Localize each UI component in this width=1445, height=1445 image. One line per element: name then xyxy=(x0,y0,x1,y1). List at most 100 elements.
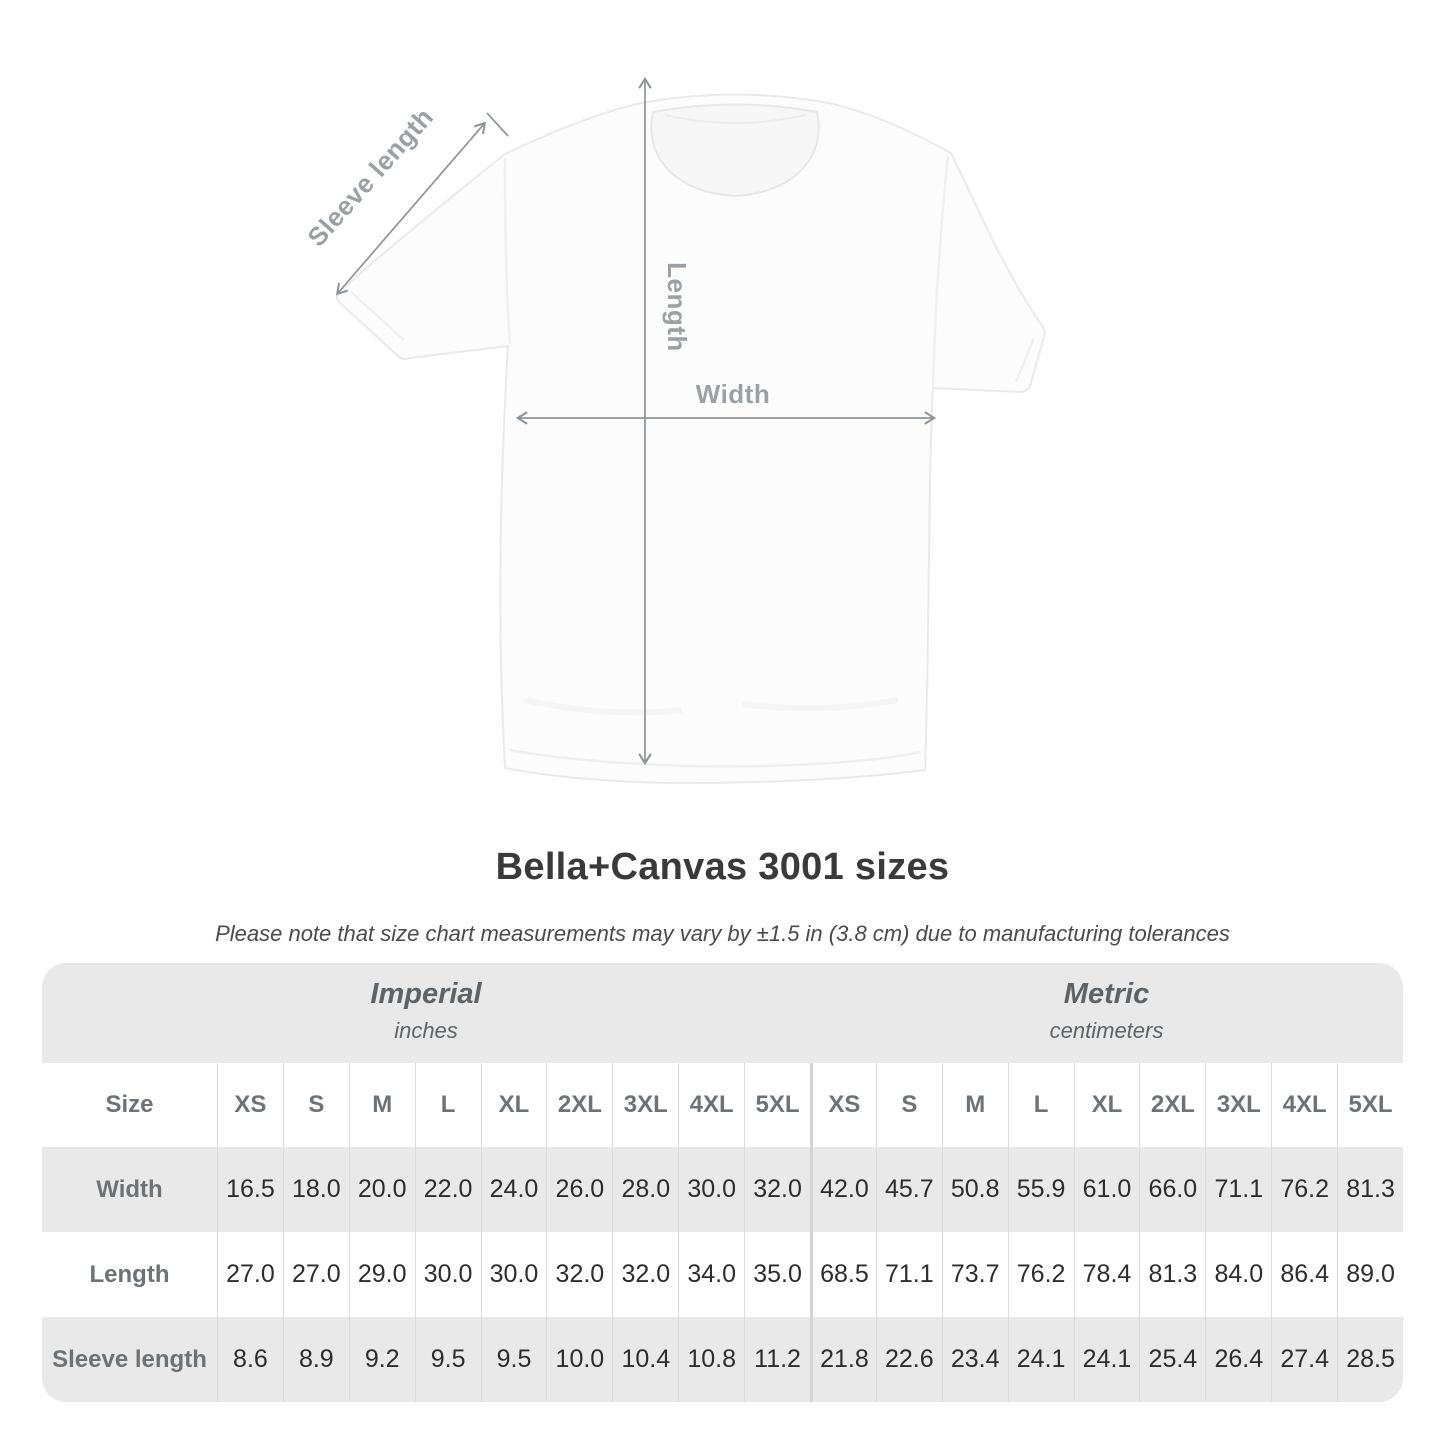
metric-value: 24.1 xyxy=(1073,1317,1140,1402)
tolerance-note: Please note that size chart measurements… xyxy=(215,921,1230,946)
imperial-size-header-M: M xyxy=(348,1063,415,1147)
metric-value: 68.5 xyxy=(809,1232,876,1317)
metric-size-header-M: M xyxy=(941,1063,1008,1147)
tshirt-measurement-diagram: Sleeve length Length Width xyxy=(301,76,1046,785)
metric-value: 55.9 xyxy=(1007,1147,1074,1232)
metric-value: 50.8 xyxy=(941,1147,1008,1232)
metric-value: 86.4 xyxy=(1271,1232,1338,1317)
metric-size-header-XS: XS xyxy=(809,1063,876,1147)
imperial-value: 9.2 xyxy=(348,1317,415,1402)
fold-shadow-2 xyxy=(741,697,899,712)
size-table: Imperial inches Metric centimeters Size X… xyxy=(42,963,1403,1402)
imperial-size-header-XL: XL xyxy=(480,1063,547,1147)
right-sleeve-seam xyxy=(931,155,950,387)
imperial-value: 8.6 xyxy=(217,1317,283,1402)
metric-value: 61.0 xyxy=(1073,1147,1140,1232)
imperial-value: 35.0 xyxy=(744,1232,810,1317)
imperial-size-header-3XL: 3XL xyxy=(612,1063,679,1147)
metric-value: 24.1 xyxy=(1007,1317,1074,1402)
imperial-value: 9.5 xyxy=(480,1317,547,1402)
hem-stitch xyxy=(509,748,922,768)
metric-value: 23.4 xyxy=(941,1317,1008,1402)
size-grid: Size XS S M L XL 2XL 3XL 4XL 5XL XS S M L XL 2XL 3XL 4XL 5… xyxy=(42,1063,1403,1402)
length-label: Length xyxy=(662,262,692,352)
imperial-value: 30.0 xyxy=(414,1232,481,1317)
imperial-value: 34.0 xyxy=(678,1232,745,1317)
metric-size-header-4XL: 4XL xyxy=(1271,1063,1338,1147)
metric-size-header-3XL: 3XL xyxy=(1205,1063,1272,1147)
imperial-size-header-S: S xyxy=(282,1063,349,1147)
imperial-value: 28.0 xyxy=(612,1147,679,1232)
metric-size-header-L: L xyxy=(1007,1063,1074,1147)
metric-value: 78.4 xyxy=(1073,1232,1140,1317)
imperial-value: 9.5 xyxy=(414,1317,481,1402)
imperial-size-header-2XL: 2XL xyxy=(546,1063,613,1147)
imperial-size-header-L: L xyxy=(414,1063,481,1147)
imperial-value: 30.0 xyxy=(678,1147,745,1232)
imperial-label: Imperial xyxy=(370,978,482,1010)
collar xyxy=(650,103,820,198)
width-label: Width xyxy=(696,379,770,409)
imperial-value: 30.0 xyxy=(480,1232,547,1317)
imperial-value: 16.5 xyxy=(217,1147,283,1232)
imperial-value: 18.0 xyxy=(282,1147,349,1232)
imperial-value: 27.0 xyxy=(282,1232,349,1317)
units-header: Imperial inches Metric centimeters xyxy=(42,963,1403,1063)
left-cuff-seam xyxy=(350,291,405,341)
metric-value: 71.1 xyxy=(875,1232,942,1317)
metric-unit: centimeters xyxy=(1049,1018,1164,1043)
imperial-value: 32.0 xyxy=(744,1147,810,1232)
metric-value: 89.0 xyxy=(1337,1232,1403,1317)
metric-value: 84.0 xyxy=(1205,1232,1272,1317)
collar-band-line xyxy=(664,114,806,124)
metric-section-header: Metric centimeters xyxy=(810,963,1403,1063)
metric-size-header-2XL: 2XL xyxy=(1139,1063,1206,1147)
imperial-value: 29.0 xyxy=(348,1232,415,1317)
imperial-value: 32.0 xyxy=(546,1232,613,1317)
metric-value: 25.4 xyxy=(1139,1317,1206,1402)
imperial-value: 27.0 xyxy=(217,1232,283,1317)
metric-value: 45.7 xyxy=(875,1147,942,1232)
imperial-size-header-XS: XS xyxy=(217,1063,283,1147)
metric-label: Metric xyxy=(1063,978,1150,1010)
imperial-value: 10.4 xyxy=(612,1317,679,1402)
left-sleeve-seam xyxy=(503,157,512,345)
fold-shadow-1 xyxy=(524,697,683,716)
metric-value: 66.0 xyxy=(1139,1147,1206,1232)
imperial-value: 22.0 xyxy=(414,1147,481,1232)
metric-value: 22.6 xyxy=(875,1317,942,1402)
metric-size-header-S: S xyxy=(875,1063,942,1147)
size-row-header: Size xyxy=(42,1063,217,1147)
imperial-value: 26.0 xyxy=(546,1147,613,1232)
imperial-value: 11.2 xyxy=(744,1317,810,1402)
imperial-unit: inches xyxy=(394,1018,458,1043)
metric-value: 76.2 xyxy=(1271,1147,1338,1232)
imperial-value: 10.8 xyxy=(678,1317,745,1402)
metric-value: 28.5 xyxy=(1337,1317,1403,1402)
imperial-value: 20.0 xyxy=(348,1147,415,1232)
imperial-value: 8.9 xyxy=(282,1317,349,1402)
metric-value: 42.0 xyxy=(809,1147,876,1232)
imperial-size-header-4XL: 4XL xyxy=(678,1063,745,1147)
metric-value: 81.3 xyxy=(1337,1147,1403,1232)
metric-value: 27.4 xyxy=(1271,1317,1338,1402)
metric-value: 81.3 xyxy=(1139,1232,1206,1317)
sleeve-arrow-tick xyxy=(486,112,509,137)
row-label: Length xyxy=(42,1232,217,1317)
imperial-value: 10.0 xyxy=(546,1317,613,1402)
right-cuff-seam xyxy=(1014,337,1036,383)
row-label: Width xyxy=(42,1147,217,1232)
metric-size-header-XL: XL xyxy=(1073,1063,1140,1147)
imperial-value: 32.0 xyxy=(612,1232,679,1317)
metric-value: 26.4 xyxy=(1205,1317,1272,1402)
row-label: Sleeve length xyxy=(42,1317,217,1402)
metric-value: 73.7 xyxy=(941,1232,1008,1317)
page-title: Bella+Canvas 3001 sizes xyxy=(495,846,950,888)
imperial-section-header: Imperial inches xyxy=(42,963,810,1063)
metric-value: 76.2 xyxy=(1007,1232,1074,1317)
imperial-size-header-5XL: 5XL xyxy=(744,1063,810,1147)
imperial-value: 24.0 xyxy=(480,1147,547,1232)
metric-size-header-5XL: 5XL xyxy=(1337,1063,1403,1147)
metric-value: 21.8 xyxy=(809,1317,876,1402)
